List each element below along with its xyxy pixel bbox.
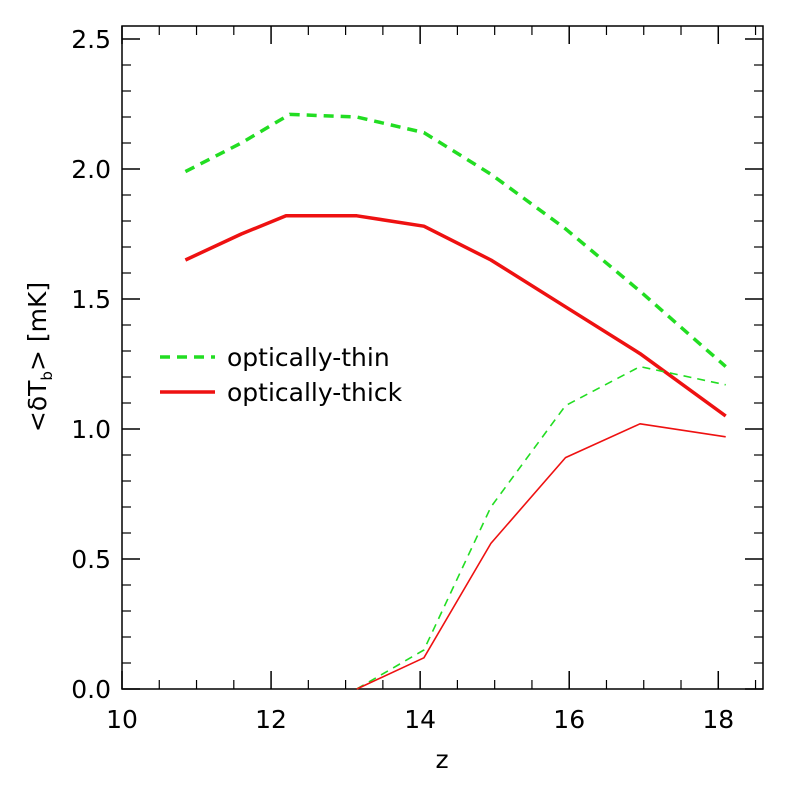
y-axis-label-sub: b: [38, 371, 56, 381]
legend-label-optically-thin: optically-thin: [227, 343, 390, 372]
y-tick-label: 0.0: [71, 675, 111, 704]
x-tick-label: 14: [404, 705, 436, 734]
y-tick-label: 0.5: [71, 545, 111, 574]
axis-ticks: [121, 26, 763, 690]
tick-labels: 10 12 14 16 18 0.0 0.5 1.0 1.5 2.0 2.5: [71, 25, 734, 734]
x-tick-label: 10: [106, 705, 138, 734]
legend: optically-thin optically-thick: [160, 343, 403, 407]
legend-label-optically-thick: optically-thick: [227, 378, 403, 407]
y-tick-label: 1.5: [71, 285, 111, 314]
series-line-optically-thick-thick: [184, 214, 727, 418]
y-axis-label: <δTb> [mK]: [23, 282, 56, 432]
series-line-unlabeled-3-thin: [356, 422, 726, 690]
y-axis-label-close: > [mK]: [23, 282, 52, 371]
x-tick-label: 16: [553, 705, 585, 734]
series-line-unlabeled-2-thin: [356, 365, 726, 690]
x-tick-label: 12: [255, 705, 287, 734]
x-tick-label: 18: [702, 705, 734, 734]
y-tick-label: 1.0: [71, 415, 111, 444]
x-axis-label: z: [435, 745, 448, 774]
y-axis-label-open: <δT: [23, 380, 52, 432]
plot-frame: [121, 25, 764, 690]
series-lines: [184, 112, 727, 690]
y-tick-label: 2.0: [71, 155, 111, 184]
y-tick-label: 2.5: [71, 25, 111, 54]
series-line-optically-thin-thick: [184, 112, 727, 368]
